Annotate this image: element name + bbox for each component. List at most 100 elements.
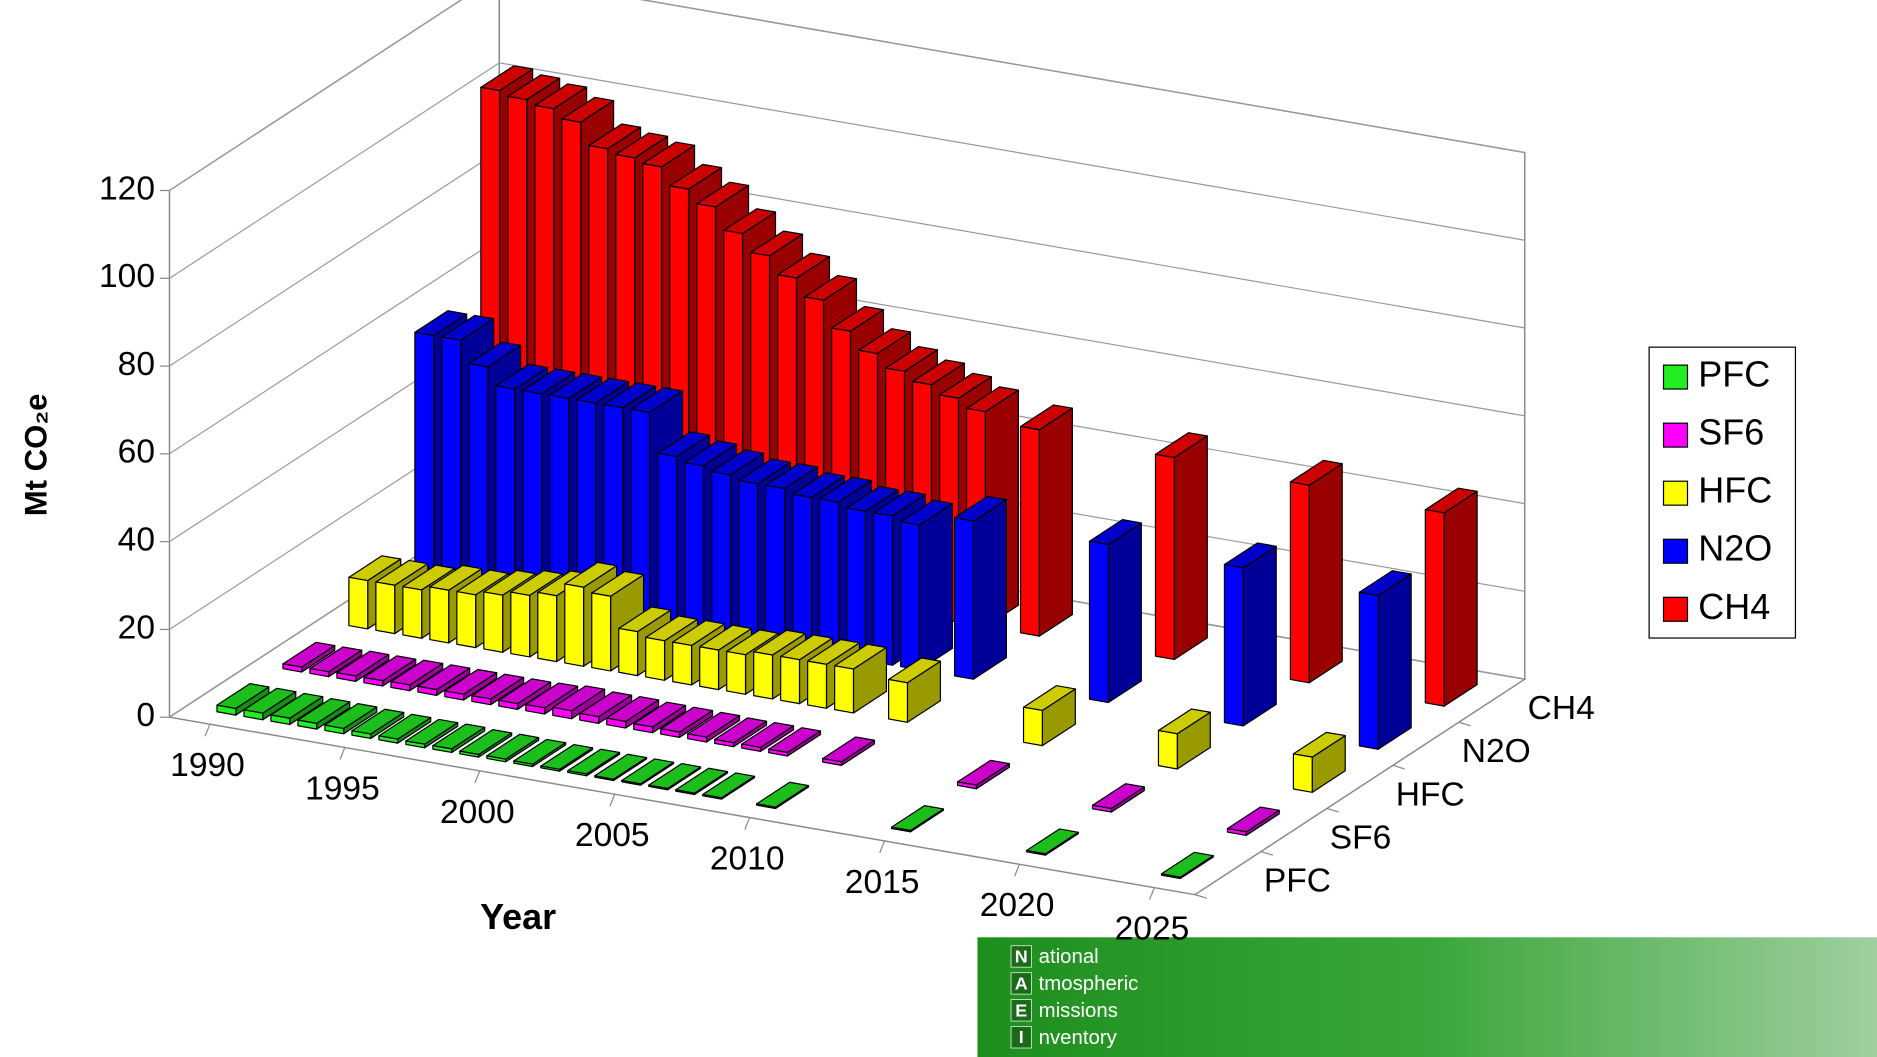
bar-side: [1174, 436, 1207, 659]
bar-front: [889, 679, 908, 722]
bar-front: [415, 332, 434, 586]
bar: [1155, 433, 1207, 660]
legend-label: HFC: [1698, 470, 1772, 511]
bar-front: [820, 499, 839, 656]
legend-swatch: [1664, 365, 1688, 389]
bar-front: [835, 666, 854, 713]
y-tick-label: 60: [118, 434, 155, 471]
x-tick-label: 2010: [710, 841, 785, 878]
logo-text: tmospheric: [1039, 973, 1139, 995]
legend-label: PFC: [1698, 354, 1770, 395]
bar-front: [1089, 541, 1108, 702]
page: Mt CO₂e Year 020406080100120199019952000…: [0, 0, 1877, 1057]
logo-text: nventory: [1039, 1027, 1118, 1049]
x-tick-label: 1990: [170, 747, 245, 784]
bar-front: [1021, 427, 1040, 637]
legend-swatch: [1664, 597, 1688, 621]
bar: [955, 496, 1007, 679]
x-tick: [1150, 888, 1155, 900]
legend-label: N2O: [1698, 528, 1772, 569]
bar-front: [685, 462, 704, 632]
x-tick: [745, 818, 750, 830]
bar-front: [766, 485, 785, 646]
legend-swatch: [1664, 481, 1688, 505]
bar-side: [1039, 408, 1072, 636]
bar-front: [1224, 565, 1243, 726]
depth-tick: [1459, 722, 1471, 726]
bar-side: [919, 503, 952, 669]
bar: [1089, 520, 1141, 703]
x-tick: [1015, 864, 1020, 876]
x-tick: [340, 748, 345, 760]
depth-label: CH4: [1528, 690, 1595, 727]
legend-label: SF6: [1698, 412, 1764, 453]
y-tick-label: 0: [136, 697, 155, 734]
depth-tick: [1393, 765, 1405, 769]
bar-side: [1378, 574, 1411, 749]
logo-initial: A: [1015, 973, 1028, 993]
bar-front: [646, 637, 665, 680]
depth-label: PFC: [1264, 863, 1331, 900]
bar-front: [1155, 454, 1174, 659]
bar-front: [700, 647, 719, 690]
bar-front: [1293, 754, 1312, 792]
bar-front: [1024, 707, 1043, 745]
bar-side: [1108, 523, 1141, 703]
bar-front: [349, 577, 368, 629]
legend-swatch: [1664, 423, 1688, 447]
x-tick: [610, 794, 615, 806]
bar-front: [847, 508, 866, 661]
bar-front: [793, 494, 812, 651]
y-tick-label: 120: [99, 170, 155, 207]
depth-tick: [1195, 895, 1207, 899]
logo-initial: E: [1015, 1000, 1027, 1020]
bar-front: [1290, 482, 1309, 683]
y-axis-title: Mt CO₂e: [19, 394, 54, 517]
bar-side: [1309, 464, 1342, 683]
bar-front: [484, 592, 503, 652]
depth-label: N2O: [1462, 733, 1531, 770]
bar-front: [673, 642, 692, 685]
x-tick-label: 1995: [305, 771, 380, 808]
bar-front: [658, 453, 677, 628]
x-tick: [205, 724, 210, 736]
bar-front: [511, 592, 530, 657]
bar-front: [442, 337, 461, 591]
bar: [901, 500, 953, 670]
y-tick-label: 80: [118, 346, 155, 383]
bar-front: [739, 480, 758, 641]
x-tick-label: 2005: [575, 817, 650, 854]
depth-label: SF6: [1330, 819, 1392, 856]
bar-front: [955, 518, 974, 679]
bar-front: [712, 472, 731, 638]
bar-front: [565, 584, 584, 666]
bar-front: [619, 628, 638, 675]
bar-side: [1243, 546, 1276, 726]
bar: [1290, 460, 1342, 682]
bar-front: [403, 587, 422, 639]
bar: [1224, 543, 1276, 726]
legend-label: CH4: [1698, 586, 1770, 627]
depth-tick: [1327, 808, 1339, 812]
logo-initial: I: [1019, 1027, 1024, 1047]
bar-front: [376, 582, 395, 634]
y-tick-label: 20: [118, 609, 155, 646]
bar-front: [457, 592, 476, 648]
bar-side: [1444, 491, 1477, 706]
x-tick-label: 2025: [1115, 911, 1190, 948]
x-tick: [475, 771, 480, 783]
bar-front: [592, 593, 611, 671]
bar-side: [973, 500, 1006, 680]
bar-front: [901, 522, 920, 670]
bar: [1425, 488, 1477, 706]
bar-front: [781, 656, 800, 703]
depth-label: HFC: [1396, 776, 1465, 813]
logo-initial: N: [1015, 946, 1028, 966]
logo-text: ational: [1039, 946, 1099, 968]
bar-front: [808, 661, 827, 708]
y-tick-label: 40: [118, 522, 155, 559]
bar-front: [874, 513, 893, 666]
y-tick-label: 100: [99, 258, 155, 295]
bar-front: [430, 587, 449, 643]
bar-front: [469, 364, 488, 596]
